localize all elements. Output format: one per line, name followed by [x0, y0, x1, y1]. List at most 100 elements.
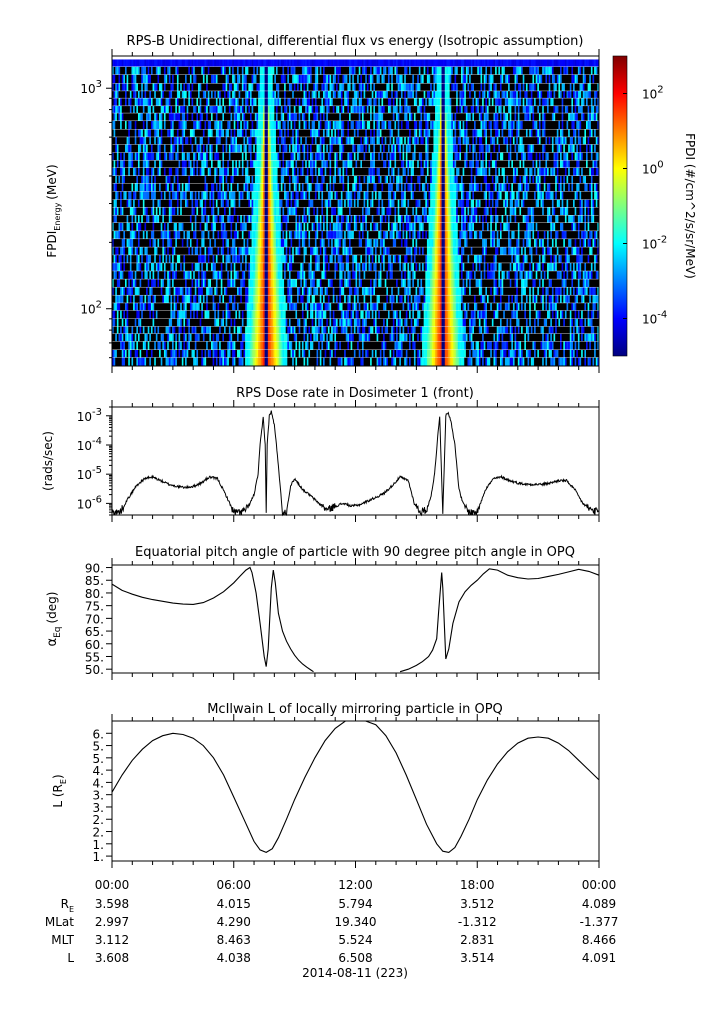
- spectrogram-cell: [392, 199, 395, 208]
- spectrogram-cell: [357, 121, 360, 130]
- spectrogram-cell: [170, 152, 173, 161]
- spectrogram-cell: [358, 199, 364, 208]
- spectrogram-cell: [186, 113, 189, 121]
- spectrogram-cell: [142, 121, 145, 130]
- spectrogram-cell: [590, 106, 593, 113]
- spectrogram-cell: [141, 66, 144, 75]
- spectrogram-cell: [214, 91, 217, 98]
- spectrogram-cell: [396, 74, 399, 84]
- spectrogram-cell: [352, 59, 355, 67]
- spectrogram-cell: [350, 106, 353, 113]
- spectrogram-cell: [323, 59, 325, 67]
- spectrogram-cell: [159, 207, 161, 216]
- spectrogram-cell: [436, 175, 439, 184]
- spectrogram-cell: [339, 91, 342, 98]
- spectrogram-cell: [366, 98, 369, 106]
- spectrogram-cell: [493, 98, 496, 106]
- spectrogram-cell: [360, 66, 363, 75]
- spectrogram-cell: [337, 83, 340, 91]
- spectrogram-cell: [522, 183, 525, 192]
- spectrogram-cell: [483, 144, 486, 153]
- spectrogram-cell: [261, 98, 264, 106]
- spectrogram-cell: [300, 83, 303, 91]
- spectrogram-cell: [201, 106, 205, 113]
- spectrogram-cell: [326, 144, 329, 153]
- spectrogram-cell: [545, 167, 548, 176]
- spectrogram-cell: [397, 66, 405, 75]
- spectrogram-cell: [193, 199, 196, 208]
- spectrogram-cell: [503, 215, 507, 223]
- spectrogram-cell: [355, 83, 360, 91]
- spectrogram-cell: [142, 175, 145, 184]
- spectrogram-cell: [412, 160, 415, 168]
- spectrogram-cell: [251, 144, 254, 153]
- spectrogram-cell: [461, 91, 463, 98]
- spectrogram-cell: [314, 74, 317, 84]
- spectrogram-cell: [512, 207, 515, 216]
- spectrogram-cell: [503, 167, 506, 176]
- spectrogram-cell: [241, 113, 244, 121]
- spectrogram-cell: [204, 106, 207, 113]
- spectrogram-cell: [420, 167, 423, 176]
- spectrogram-cell: [465, 199, 468, 208]
- spectrogram-cell: [301, 113, 304, 121]
- spectrogram-cell: [389, 144, 392, 153]
- spectrogram-cell: [199, 167, 202, 176]
- spectrogram-cell: [316, 160, 322, 168]
- spectrogram-cell: [230, 144, 233, 153]
- spectrogram-cell: [142, 106, 145, 113]
- spectrogram-cell: [548, 66, 551, 75]
- spectrogram-cell: [113, 160, 116, 168]
- spectrogram-cell: [217, 144, 223, 153]
- spectrogram-cell: [387, 160, 390, 168]
- spectrogram-cell: [446, 167, 449, 176]
- spectrogram-cell: [551, 199, 554, 208]
- spectrogram-cell: [293, 106, 296, 113]
- spectrogram-cell: [534, 66, 536, 75]
- spectrogram-cell: [386, 66, 389, 75]
- spectrogram-cell: [353, 191, 356, 200]
- spectrogram-cell: [326, 98, 329, 106]
- spectrogram-cell: [486, 91, 489, 98]
- spectrogram-cell: [532, 91, 538, 98]
- spectrogram-cell: [157, 215, 160, 223]
- spectrogram-cell: [329, 160, 332, 168]
- spectrogram-cell: [438, 66, 441, 75]
- spectrogram-cell: [245, 106, 248, 113]
- spectrogram-cell: [584, 207, 587, 216]
- spectrogram-cell: [474, 106, 476, 113]
- spectrogram-cell: [363, 59, 366, 67]
- spectrogram-cell: [185, 191, 187, 200]
- spectrogram-cell: [160, 121, 163, 130]
- spectrogram-cell: [561, 137, 564, 145]
- spectrogram-cell: [280, 129, 283, 137]
- spectrogram-cell: [212, 183, 215, 192]
- spectrogram-cell: [451, 98, 457, 106]
- spectrogram-cell: [381, 106, 384, 113]
- spectrogram-cell: [556, 175, 559, 184]
- spectrogram-cell: [285, 183, 290, 192]
- spectrogram-cell: [150, 183, 153, 192]
- spectrogram-cell: [519, 113, 525, 121]
- spectrogram-cell: [517, 121, 520, 130]
- spectrogram-cell: [324, 121, 327, 130]
- spectrogram-cell: [449, 167, 452, 176]
- spectrogram-cell: [444, 199, 447, 208]
- spectrogram-cell: [207, 59, 210, 67]
- spectrogram-cell: [301, 98, 304, 106]
- spectrogram-cell: [394, 66, 397, 75]
- spectrogram-cell: [137, 91, 140, 98]
- spectrogram-cell: [577, 191, 580, 200]
- spectrogram-cell: [272, 215, 275, 223]
- spectrogram-cell: [129, 167, 134, 176]
- spectrogram-cell: [196, 106, 199, 113]
- spectrogram-cell: [345, 59, 348, 67]
- spectrogram-cell: [262, 121, 265, 130]
- spectrogram-cell: [292, 66, 295, 75]
- spectrogram-cell: [594, 183, 597, 192]
- spectrogram-cell: [553, 74, 556, 84]
- spectrogram-cell: [280, 175, 283, 184]
- spectrogram-cell: [498, 106, 501, 113]
- spectrogram-cell: [477, 66, 480, 75]
- spectrogram-cell: [472, 106, 475, 113]
